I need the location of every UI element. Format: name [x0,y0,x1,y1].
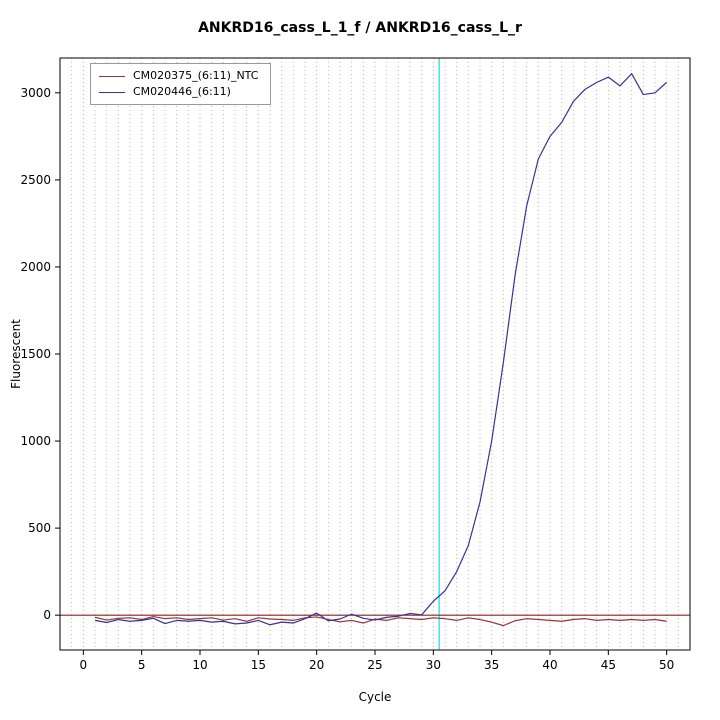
svg-text:25: 25 [367,658,382,672]
chart-title: ANKRD16_cass_L_1_f / ANKRD16_cass_L_r [198,20,522,36]
svg-text:5: 5 [138,658,146,672]
svg-text:500: 500 [28,521,51,535]
svg-text:1500: 1500 [20,347,51,361]
svg-text:1000: 1000 [20,434,51,448]
legend-swatch-ntc [99,75,125,77]
svg-text:0: 0 [80,658,88,672]
svg-text:2000: 2000 [20,260,51,274]
legend-label-ntc: CM020375_(6:11)_NTC [133,69,259,82]
svg-text:10: 10 [192,658,207,672]
legend-label-sample: CM020446_(6:11) [133,85,231,98]
svg-text:50: 50 [659,658,674,672]
svg-text:30: 30 [426,658,441,672]
x-axis-label: Cycle [358,690,392,704]
legend-item-sample: CM020446_(6:11) [99,84,258,100]
svg-text:15: 15 [251,658,266,672]
svg-text:2500: 2500 [20,173,51,187]
legend-item-ntc: CM020375_(6:11)_NTC [99,68,258,84]
legend-swatch-sample [99,91,125,93]
svg-text:0: 0 [43,608,51,622]
svg-text:3000: 3000 [20,86,51,100]
svg-text:40: 40 [542,658,557,672]
y-axis-label: Fluorescent [9,319,23,389]
legend: CM020375_(6:11)_NTC CM020446_(6:11) [90,63,272,105]
svg-text:45: 45 [601,658,616,672]
svg-text:20: 20 [309,658,324,672]
svg-text:35: 35 [484,658,499,672]
